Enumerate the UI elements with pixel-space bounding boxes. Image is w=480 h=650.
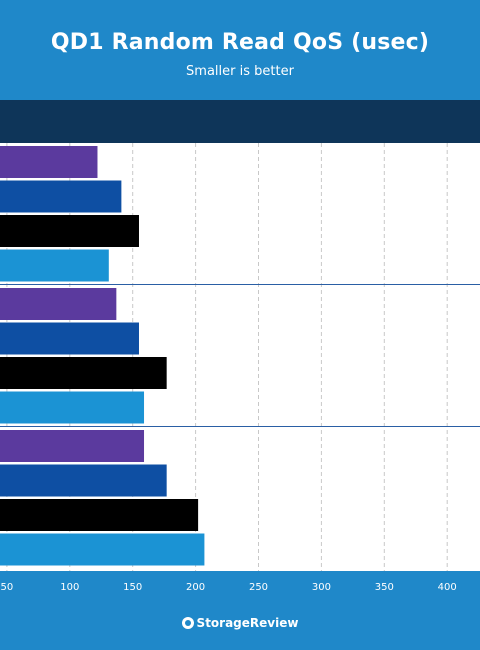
- x-tick-label: 300: [312, 582, 331, 593]
- plot-area: [0, 143, 480, 571]
- bar: [0, 322, 139, 355]
- bar: [0, 180, 122, 213]
- bar: [0, 357, 167, 389]
- bar: [0, 533, 205, 566]
- storagereview-logo-icon: [181, 617, 194, 629]
- chart-title: QD1 Random Read QoS (usec): [50, 30, 430, 55]
- x-tick-label: 50: [1, 582, 14, 593]
- bar: [0, 464, 167, 497]
- bar: [0, 146, 98, 178]
- bar: [0, 430, 145, 462]
- x-tick-label: 200: [186, 582, 205, 593]
- bar: [0, 215, 139, 247]
- bar: [0, 288, 117, 320]
- chart-subtitle: Smaller is better: [186, 64, 294, 79]
- x-tick-label: 150: [123, 582, 142, 593]
- bar: [0, 499, 199, 531]
- x-tick-label: 250: [249, 582, 268, 593]
- x-tick-label: 100: [60, 582, 79, 593]
- logo-text: StorageReview: [196, 616, 299, 630]
- x-tick-label: 400: [438, 582, 457, 593]
- bar: [0, 249, 109, 282]
- x-axis-band: 50 100 150 200 250 300 350 400: [0, 571, 480, 650]
- legend-band: [0, 100, 480, 143]
- bar: [0, 391, 145, 424]
- x-tick-label: 350: [375, 582, 394, 593]
- storagereview-logo: StorageReview: [0, 616, 480, 630]
- chart-header: QD1 Random Read QoS (usec) Smaller is be…: [0, 0, 480, 100]
